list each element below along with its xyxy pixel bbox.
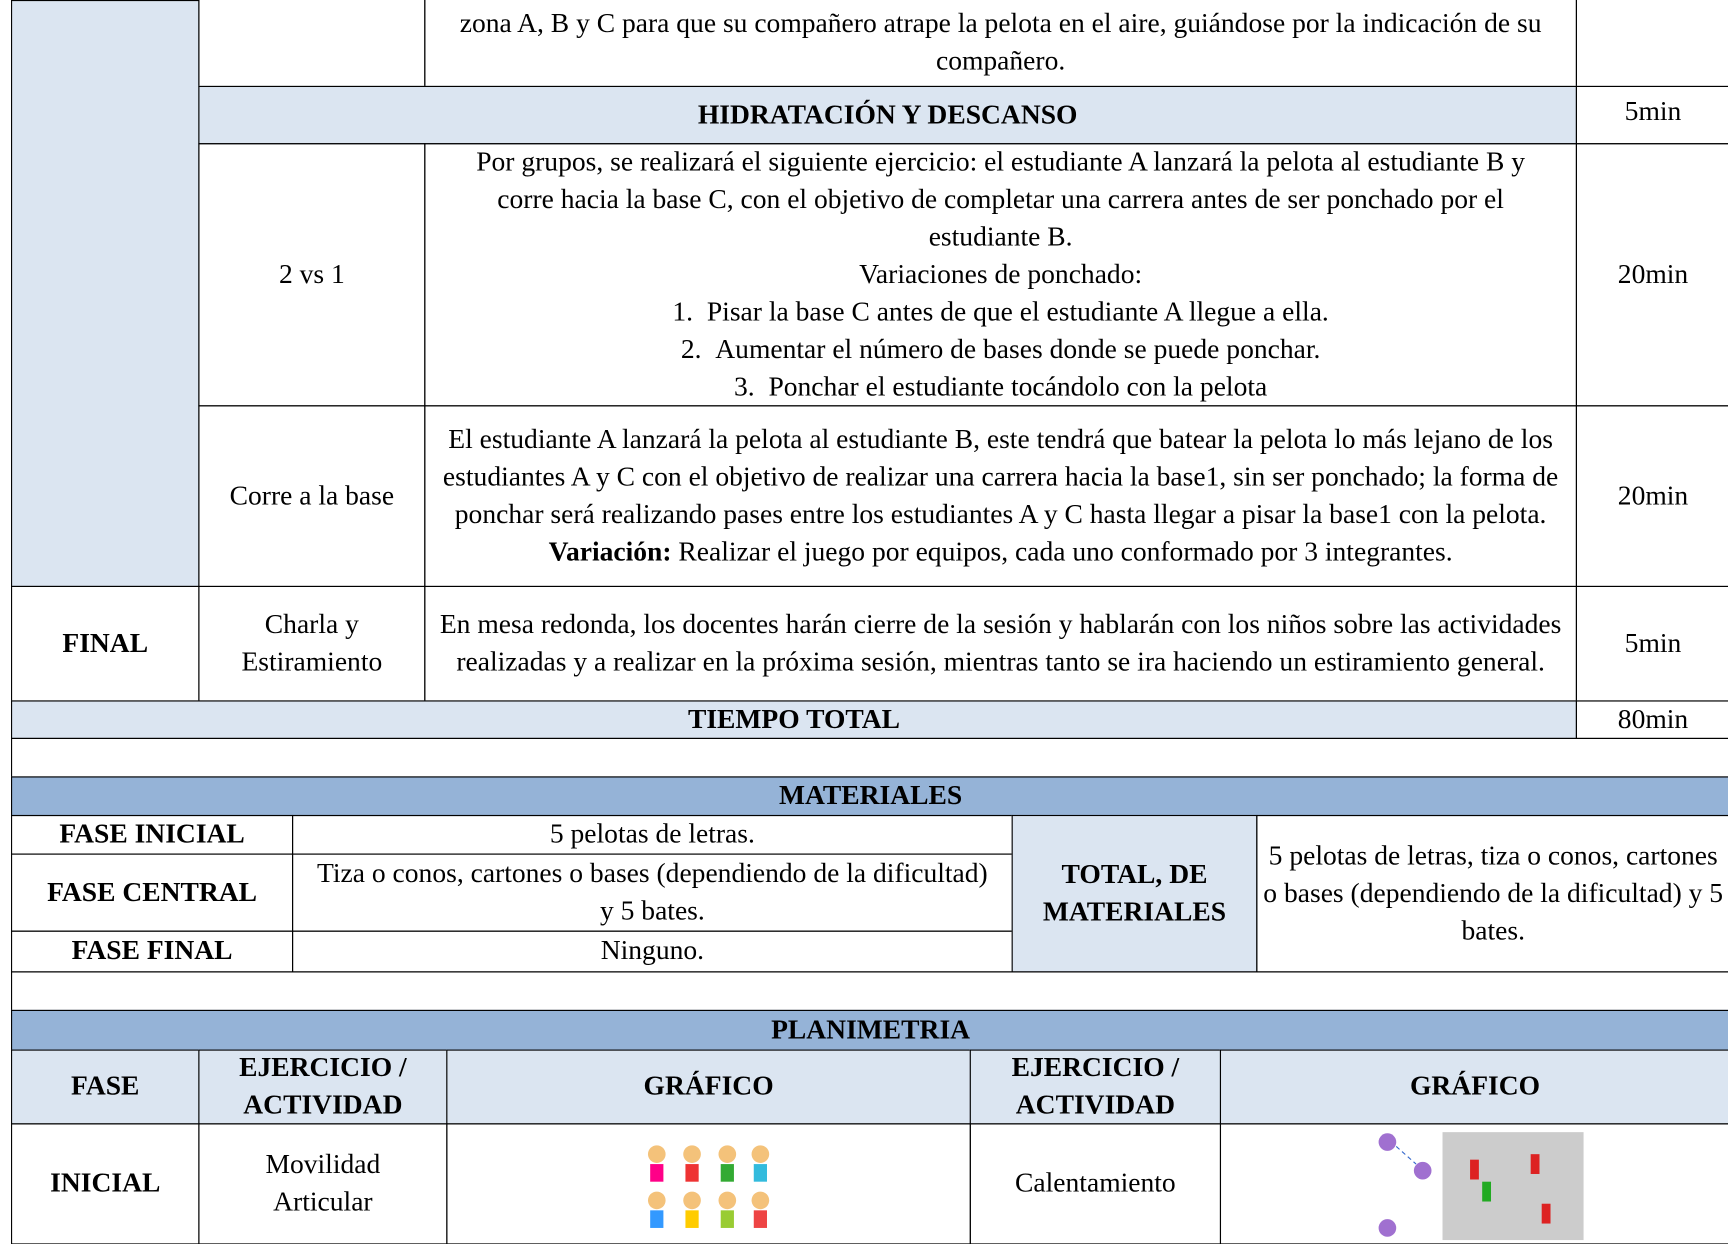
description: El estudiante A lanzará la pelota al est… bbox=[442, 424, 1559, 530]
description-cell: El estudiante A lanzará la pelota al est… bbox=[424, 405, 1577, 587]
column-header: EJERCICIO / ACTIVIDAD bbox=[198, 1049, 448, 1125]
description-cell: En mesa redonda, los docentes harán cier… bbox=[424, 585, 1577, 702]
list-number: 1. bbox=[672, 296, 694, 327]
phase-cell: FINAL bbox=[11, 585, 200, 702]
materials-phase: FASE CENTRAL bbox=[11, 853, 294, 932]
variation-text: Realizar el juego por equipos, cada uno … bbox=[678, 536, 1453, 567]
materials-phase: FASE INICIAL bbox=[11, 814, 294, 855]
activity-cell bbox=[198, 0, 426, 88]
kids-illustration bbox=[647, 1145, 770, 1228]
column-header: FASE bbox=[11, 1049, 200, 1125]
column-header: GRÁFICO bbox=[446, 1049, 971, 1125]
list-item: 2. Aumentar el número de bases donde se … bbox=[681, 331, 1321, 368]
total-label: TIEMPO TOTAL bbox=[11, 700, 1577, 739]
plan-graphic bbox=[1219, 1123, 1728, 1244]
plan-graphic bbox=[446, 1123, 971, 1244]
description-cell: zona A, B y C para que su compañero atra… bbox=[424, 0, 1577, 88]
list-number: 2. bbox=[680, 334, 702, 364]
column-header: EJERCICIO / ACTIVIDAD bbox=[969, 1049, 1222, 1125]
list-item: 1. Pisar la base C antes de que el estud… bbox=[672, 293, 1328, 330]
description-cell: Por grupos, se realizará el siguiente ej… bbox=[424, 143, 1577, 407]
plan-activity: Calentamiento bbox=[969, 1123, 1222, 1244]
list-text: Aumentar el número de bases donde se pue… bbox=[715, 334, 1321, 364]
description: zona A, B y C para que su compañero atra… bbox=[459, 8, 1542, 76]
time-cell: 20min bbox=[1575, 143, 1728, 407]
total-time: 80min bbox=[1575, 700, 1728, 739]
spacer bbox=[11, 737, 1728, 778]
list-item: 3. Ponchar el estudiante tocándolo con l… bbox=[734, 368, 1267, 405]
materials-total-label: TOTAL, DE MATERIALES bbox=[1011, 814, 1258, 973]
activity-cell: Corre a la base bbox=[198, 405, 426, 587]
activity-cell: Charla y Estiramiento bbox=[198, 585, 426, 702]
time-cell: 5min bbox=[1575, 85, 1728, 145]
break-title: HIDRATACIÓN Y DESCANSO bbox=[198, 85, 1577, 145]
variations-title: Variaciones de ponchado: bbox=[859, 259, 1143, 290]
time-cell: 5min bbox=[1575, 585, 1728, 702]
plan-activity: Movilidad Articular bbox=[198, 1123, 448, 1244]
variation-label: Variación: bbox=[548, 536, 672, 567]
time-cell: 20min bbox=[1575, 405, 1728, 587]
materials-items: Ninguno. bbox=[292, 930, 1013, 973]
list-number: 3. bbox=[734, 371, 755, 402]
spacer bbox=[11, 971, 1728, 1011]
description: Por grupos, se realizará el siguiente ej… bbox=[476, 147, 1526, 252]
materials-title: MATERIALES bbox=[11, 776, 1728, 817]
variation: Variación: Realizar el juego por equipos… bbox=[549, 534, 1453, 571]
list-text: Pisar la base C antes de que el estudian… bbox=[706, 296, 1329, 327]
column-header: GRÁFICO bbox=[1219, 1049, 1728, 1125]
phase-cell bbox=[11, 0, 200, 587]
list-text: Ponchar el estudiante tocándolo con la p… bbox=[768, 371, 1268, 402]
materials-total: 5 pelotas de letras, tiza o conos, carto… bbox=[1256, 814, 1728, 973]
time-cell bbox=[1575, 0, 1728, 88]
warmup-diagram bbox=[1378, 1131, 1584, 1240]
materials-items: 5 pelotas de letras. bbox=[292, 814, 1013, 855]
plan-phase: INICIAL bbox=[11, 1123, 200, 1244]
activity-cell: 2 vs 1 bbox=[198, 143, 426, 407]
materials-items: Tiza o conos, cartones o bases (dependie… bbox=[292, 853, 1013, 932]
planimetria-title: PLANIMETRIA bbox=[11, 1009, 1728, 1051]
materials-phase: FASE FINAL bbox=[11, 930, 294, 973]
